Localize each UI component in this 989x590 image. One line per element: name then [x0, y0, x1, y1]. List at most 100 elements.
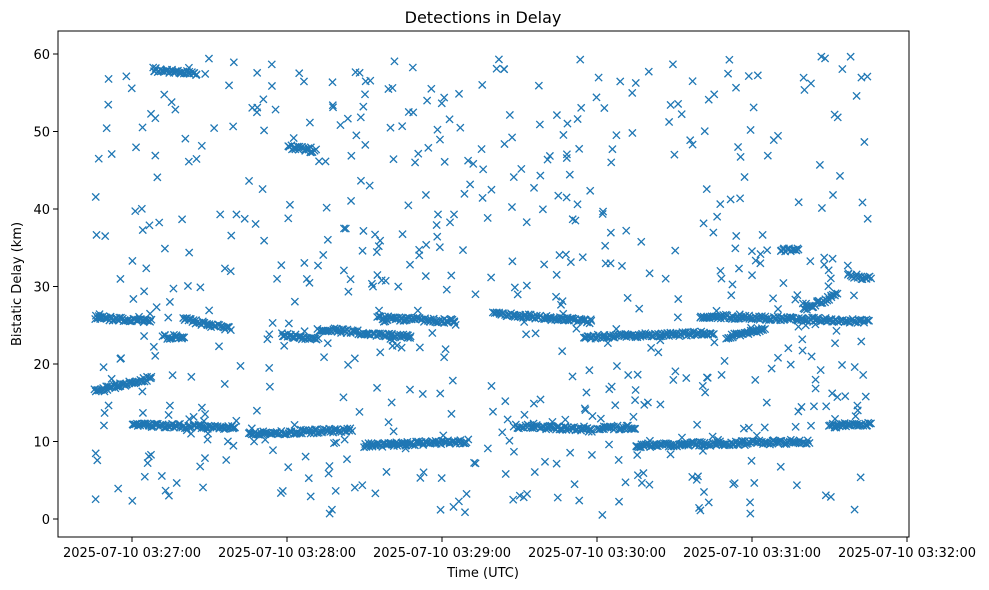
- detection-point: [729, 480, 738, 489]
- detection-point: [151, 351, 160, 360]
- detection-point: [826, 274, 835, 283]
- detection-point: [356, 113, 365, 122]
- detection-point: [323, 339, 332, 348]
- detection-point: [295, 69, 304, 78]
- y-tick-label: 10: [33, 436, 50, 451]
- detection-point: [564, 316, 573, 325]
- detection-point: [346, 196, 356, 205]
- detection-point: [561, 250, 570, 259]
- detection-point: [706, 329, 715, 338]
- detection-point: [758, 230, 767, 239]
- detection-point: [601, 259, 610, 268]
- detection-point: [250, 437, 259, 446]
- detection-point: [146, 374, 155, 383]
- detection-point: [587, 427, 596, 436]
- detection-point: [856, 473, 865, 482]
- detection-point: [372, 383, 382, 392]
- detection-point: [323, 235, 332, 244]
- detection-point: [478, 80, 487, 89]
- detection-point: [669, 375, 678, 385]
- detection-point: [277, 261, 286, 270]
- detection-point: [445, 218, 455, 227]
- detection-point: [160, 90, 169, 99]
- detection-point: [759, 325, 768, 335]
- detection-point: [640, 400, 649, 409]
- detection-point: [633, 370, 642, 379]
- detection-point: [128, 256, 137, 265]
- detection-point: [413, 306, 422, 315]
- detection-point: [454, 497, 463, 506]
- detection-point: [703, 373, 712, 382]
- detection-point: [566, 448, 575, 457]
- detection-point: [205, 306, 214, 315]
- x-tick-label: 2025-07-10 03:32:00: [838, 546, 976, 561]
- detection-point: [531, 329, 540, 338]
- detection-point: [852, 91, 861, 100]
- detection-point: [731, 83, 741, 92]
- detection-point: [577, 103, 586, 112]
- detection-point: [172, 478, 181, 488]
- detection-point: [377, 276, 386, 285]
- detection-point: [608, 145, 617, 154]
- detection-point: [732, 231, 741, 241]
- detection-point: [773, 304, 783, 314]
- detection-point: [580, 404, 589, 413]
- detection-point: [138, 408, 147, 417]
- detection-point: [214, 342, 224, 351]
- detection-point: [342, 455, 352, 464]
- detection-point: [332, 438, 341, 447]
- detection-point: [700, 127, 709, 136]
- detection-point: [553, 493, 562, 502]
- detection-point: [437, 99, 446, 108]
- detection-point: [806, 79, 816, 88]
- detection-point: [340, 435, 349, 444]
- detection-point: [831, 289, 840, 298]
- detection-point: [552, 111, 561, 120]
- detection-point: [146, 450, 156, 459]
- detection-point: [405, 385, 415, 394]
- detection-point: [631, 424, 640, 433]
- detection-point: [849, 291, 859, 300]
- detection-point: [647, 343, 656, 352]
- detection-point: [529, 419, 538, 428]
- detection-point: [554, 191, 563, 200]
- detection-point: [477, 144, 486, 154]
- detection-point: [753, 71, 762, 80]
- detection-point: [406, 333, 415, 342]
- detection-point: [185, 248, 194, 257]
- detection-point: [562, 193, 571, 202]
- detection-point: [586, 186, 595, 195]
- detection-point: [794, 198, 803, 207]
- detection-point: [509, 447, 518, 456]
- detection-point: [155, 218, 164, 227]
- detection-point: [435, 243, 444, 252]
- detection-point: [866, 274, 876, 283]
- detection-point: [405, 260, 415, 269]
- detection-point: [508, 133, 517, 142]
- detection-point: [704, 498, 713, 507]
- detection-point: [253, 68, 262, 77]
- detection-point: [374, 306, 384, 315]
- detection-point: [736, 194, 745, 203]
- detection-point: [456, 123, 465, 132]
- detection-point: [388, 440, 397, 449]
- detection-point: [666, 450, 675, 459]
- detection-point: [585, 366, 594, 375]
- detection-point: [828, 254, 837, 263]
- detection-point: [622, 226, 631, 235]
- detection-point: [717, 274, 726, 283]
- detection-point: [813, 297, 822, 306]
- detection-point: [360, 90, 370, 99]
- detection-point: [578, 253, 587, 262]
- detection-point: [859, 370, 868, 380]
- detection-point: [598, 209, 607, 219]
- detection-point: [522, 218, 531, 227]
- detection-point: [346, 275, 355, 284]
- detection-point: [151, 151, 160, 160]
- detection-point: [328, 78, 337, 87]
- detection-point: [826, 492, 835, 501]
- detection-point: [267, 60, 276, 69]
- detection-point: [347, 151, 356, 160]
- detection-point: [548, 417, 557, 426]
- detection-point: [747, 323, 756, 332]
